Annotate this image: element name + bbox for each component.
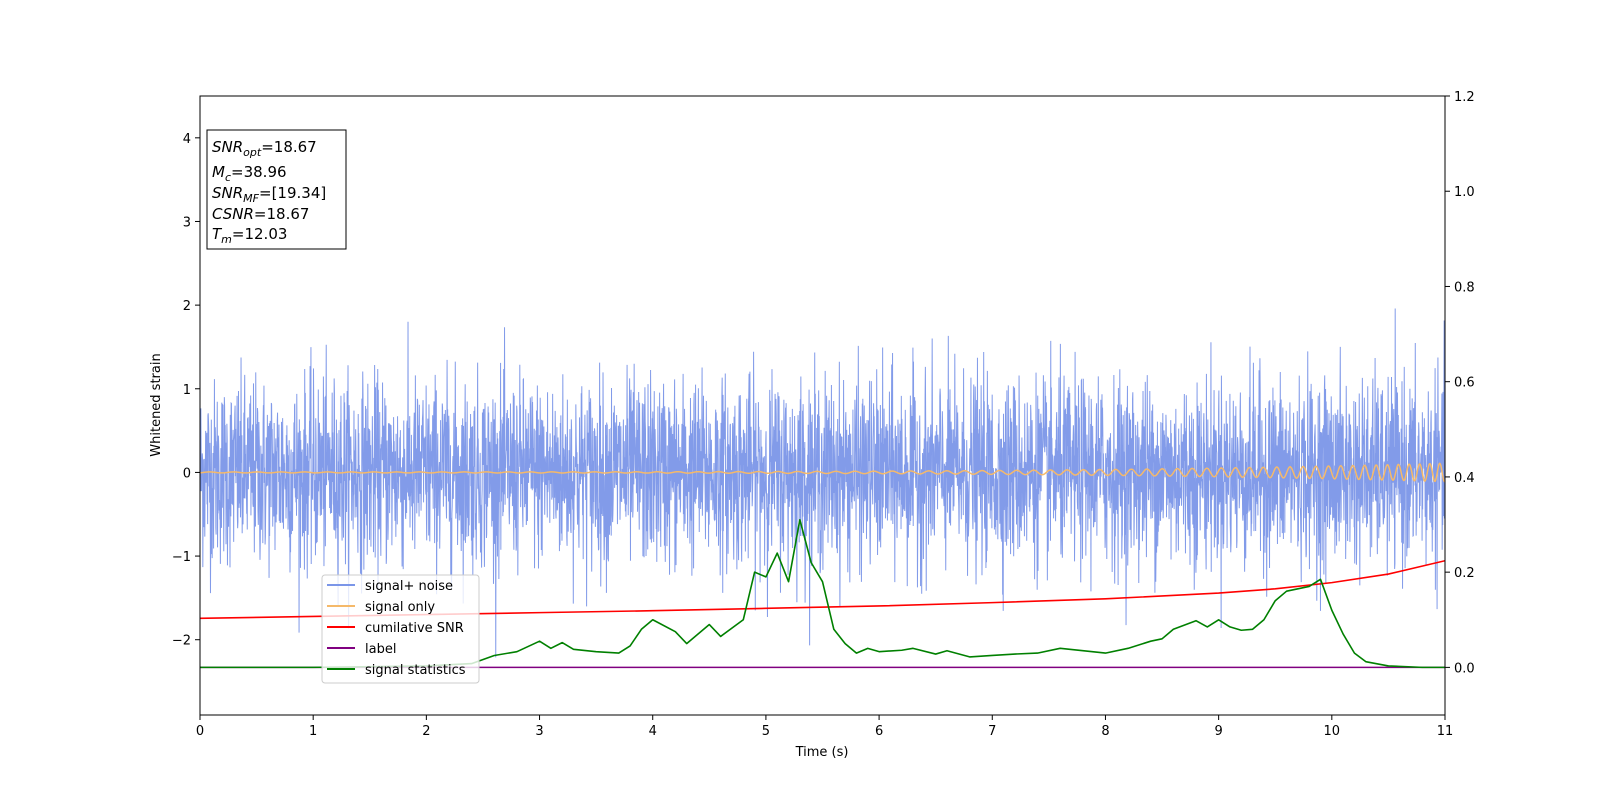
x-tick-label: 6	[875, 724, 883, 739]
left-y-tick-label: 4	[183, 132, 191, 147]
x-tick-label: 7	[988, 724, 996, 739]
right-y-tick-label: 0.0	[1454, 661, 1475, 676]
plot-frame	[199, 95, 1446, 716]
left-y-tick-label: 1	[183, 383, 191, 398]
left-y-tick-label: −1	[172, 550, 191, 565]
right-y-tick-label: 0.2	[1454, 566, 1475, 581]
series-signal-only	[200, 462, 1445, 483]
annotation-box: SNRopt=18.67 Mc=38.96 SNRMF=[19.34] CSNR…	[206, 129, 347, 250]
right-y-tick-label: 1.2	[1454, 90, 1475, 105]
annotation-line-chirp-mass: Mc=38.96	[212, 163, 287, 184]
left-y-tick-label: 0	[183, 466, 191, 481]
x-tick-label: 10	[1324, 724, 1341, 739]
legend-label-label: label	[365, 642, 396, 657]
x-tick-label: 4	[649, 724, 657, 739]
left-y-tick-label: −2	[172, 634, 191, 649]
right-y-tick-label: 0.8	[1454, 280, 1475, 295]
x-tick-label: 8	[1101, 724, 1109, 739]
left-y-tick-label: 2	[183, 299, 191, 314]
left-y-axis: −2 −1 0 1 2 3 4	[172, 132, 200, 649]
annotation-line-snr-opt: SNRopt=18.67	[212, 138, 317, 159]
legend-label-signal-noise: signal+ noise	[365, 579, 453, 594]
x-tick-label: 11	[1437, 724, 1454, 739]
right-y-tick-label: 0.4	[1454, 471, 1475, 486]
annotation-line-snr-mf: SNRMF=[19.34]	[212, 184, 326, 205]
series-signal-statistics	[200, 518, 1445, 669]
x-tick-label: 0	[196, 724, 204, 739]
annotation-frame	[206, 129, 347, 250]
legend-frame	[321, 574, 480, 684]
right-y-tick-label: 0.6	[1454, 376, 1475, 391]
x-axis: 0 1 2 3 4 5 6 7 8 9 10 11	[196, 715, 1453, 739]
legend: signal+ noise signal only cumilative SNR…	[321, 574, 480, 684]
x-tick-label: 9	[1214, 724, 1222, 739]
x-axis-label: Time (s)	[795, 745, 849, 760]
x-tick-label: 5	[762, 724, 770, 739]
annotation-line-csnr: CSNR=18.67	[212, 205, 309, 223]
legend-label-signal-only: signal only	[365, 600, 435, 615]
series-signal-noise	[200, 308, 1445, 658]
x-tick-label: 2	[422, 724, 430, 739]
right-y-axis: 0.0 0.2 0.4 0.6 0.8 1.0 1.2	[1445, 90, 1475, 676]
legend-label-cumulative-snr: cumilative SNR	[365, 621, 464, 636]
annotation-line-tm: Tm=12.03	[212, 225, 287, 246]
x-tick-label: 1	[309, 724, 317, 739]
right-y-tick-label: 1.0	[1454, 185, 1475, 200]
y-axis-label: Whitened strain	[149, 353, 164, 456]
x-tick-label: 3	[535, 724, 543, 739]
left-y-tick-label: 3	[183, 215, 191, 230]
legend-label-signal-statistics: signal statistics	[365, 663, 466, 678]
